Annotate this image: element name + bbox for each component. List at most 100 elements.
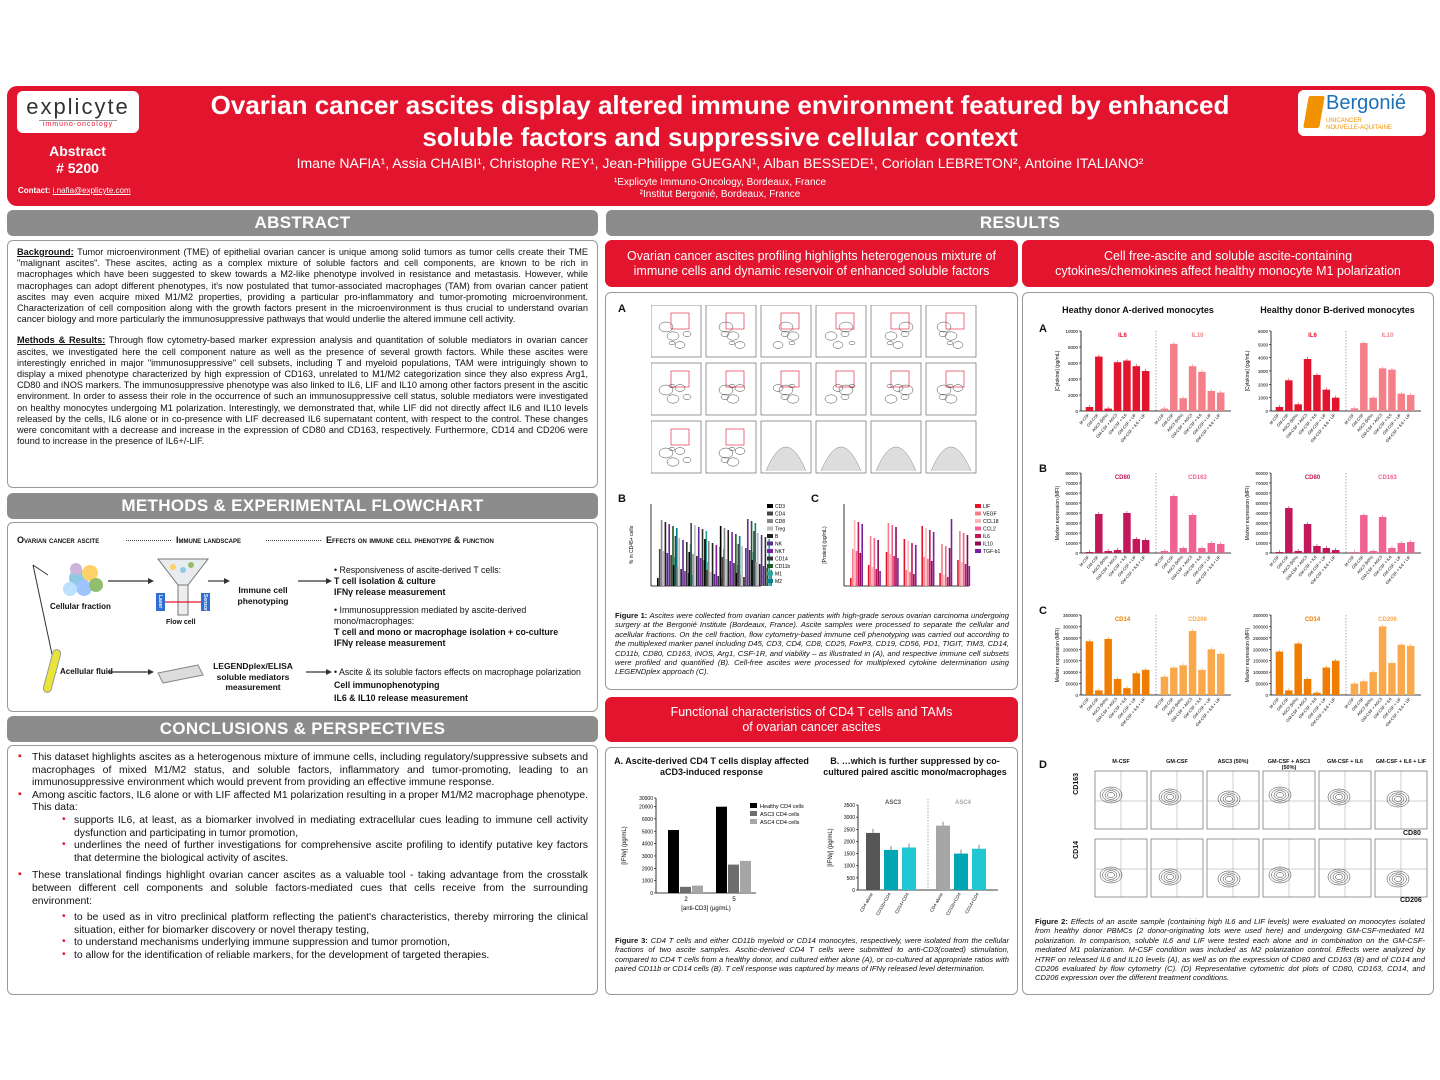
density-contour (682, 331, 692, 337)
bar (909, 572, 911, 586)
effect3-b2: IL6 & IL10 release measurement (334, 693, 468, 703)
y-tick-label: 1000 (1258, 396, 1269, 401)
bar (741, 546, 743, 586)
legend-label: Treg (775, 527, 785, 533)
fig1-caption-text: Ascites were collected from ovarian canc… (615, 611, 1009, 677)
density-contour (1268, 786, 1292, 804)
bar (941, 544, 943, 586)
density-contour (1166, 794, 1174, 800)
y-axis-label: [IFNγ] (pg/mL) (828, 828, 834, 866)
results-box-2: Cell free-ascite and soluble ascite-cont… (1022, 240, 1434, 287)
y-tick-label: 8000 (1068, 345, 1079, 350)
density-contour (892, 384, 904, 392)
y-tick-label: 100000 (1253, 670, 1269, 675)
legend-swatch (750, 811, 757, 816)
y-tick-label: 10000 (1065, 541, 1078, 546)
y-tick-label: 150000 (1063, 659, 1079, 664)
density-contour (728, 340, 736, 346)
legend-swatch (767, 564, 773, 568)
bar (1207, 649, 1216, 695)
y-tick-label: 6000 (1068, 361, 1079, 366)
y-axis-label: [IFNγ] (pg/mL) (622, 826, 628, 864)
bar (885, 552, 888, 586)
fig3b-title: B. …which is further suppressed by co-cu… (823, 756, 1007, 777)
effect1-intro: • Responsiveness of ascite-derived T cel… (334, 565, 502, 575)
fig2-a-donorA-chart: 0 2000 4000 6000 8000 10000 [Cytokine] (pg/mL)… (1055, 329, 1231, 443)
y-tick-label: 2000 (1068, 393, 1079, 398)
category-label: CD4 alone (859, 892, 874, 913)
bar (925, 528, 927, 586)
contact-email-link[interactable]: i.nafia@explicyte.com (52, 186, 131, 195)
effect2-intro: • Immunosuppression mediated by ascite-d… (334, 605, 527, 626)
bar (1285, 508, 1293, 553)
gate (780, 312, 800, 330)
bar (1132, 366, 1141, 411)
density-contour (952, 384, 964, 392)
bar (1160, 551, 1169, 553)
dotplot-frame (705, 305, 757, 358)
mr-text: Through flow cytometry-based marker expr… (17, 335, 588, 447)
bar (657, 578, 659, 586)
legend-swatch (767, 534, 773, 538)
density-contour (892, 341, 904, 349)
y-tick-label: 20000 (1065, 531, 1078, 536)
effect-tcell-block: • Responsiveness of ascite-derived T cel… (334, 565, 594, 598)
density-contour (824, 394, 838, 404)
bar (751, 560, 753, 586)
legend-swatch (975, 534, 981, 538)
bar (1322, 548, 1331, 553)
y-tick-label: 2000 (642, 866, 653, 872)
category-label: CD4 alone (929, 892, 944, 913)
figure1-panel: A B C % in CD45+ cells CD3 CD4 CD8 Treg B NK NK… (605, 292, 1018, 690)
bar (705, 531, 708, 586)
bergonie-logo: Bergonié UNICANCER NOUVELLE-AQUITAINE (1298, 90, 1426, 136)
bar (887, 523, 890, 586)
density-contour (952, 341, 964, 349)
bar (709, 572, 712, 586)
bar (1369, 551, 1377, 553)
y-tick-label: 6000 (1258, 329, 1269, 334)
conclusion-sub-item: to allow for the identification of relia… (62, 949, 588, 963)
y-tick-label: 6000 (642, 817, 653, 823)
gate (945, 312, 965, 330)
fig2-c-donorB-chart: 0 50000 100000 150000 200000 250000 300000 3500… (1245, 613, 1421, 727)
bar (756, 533, 759, 586)
fig1-panel-b-label: B (618, 493, 626, 505)
bar (723, 528, 726, 586)
bar (1179, 398, 1187, 411)
density-contour (832, 384, 844, 392)
bar (960, 562, 963, 586)
density-contour (884, 394, 898, 404)
y-tick-label: 0 (650, 891, 653, 897)
bar (1388, 548, 1396, 553)
bar (1123, 688, 1131, 695)
bar (946, 577, 949, 586)
legend-label: M1 (775, 572, 782, 578)
density-contour (1220, 872, 1238, 886)
density-contour (886, 340, 894, 346)
bar (694, 525, 696, 586)
bar (1085, 641, 1094, 695)
conclusion-sub-item: to be used as in vitro preclinical platf… (62, 911, 588, 937)
bar (1303, 524, 1312, 553)
y-axis-label: Marker expression (MFI) (1055, 627, 1061, 682)
legend-label: CD8 (775, 519, 785, 525)
bar (1095, 514, 1103, 553)
bar (1216, 544, 1225, 553)
category-label: CD11b+CD4 (875, 892, 892, 917)
abstract-heading: ABSTRACT (7, 210, 598, 236)
results-box-3: Functional characteristics of CD4 T cell… (605, 697, 1018, 742)
legend-swatch (767, 526, 773, 531)
conclusion-sublist-3: to be used as in vitro preclinical platf… (62, 911, 588, 963)
legend-swatch (767, 541, 773, 546)
bar (948, 548, 951, 586)
bar (739, 575, 741, 586)
bar (921, 526, 924, 586)
density-contour (1102, 868, 1120, 882)
series-label: CD163 (1188, 475, 1207, 481)
dotplot-cd80-label: CD80 (1403, 830, 1421, 837)
series-label: CD14 (1305, 617, 1321, 623)
bar (932, 532, 935, 586)
legend-swatch (975, 541, 981, 546)
bar (1141, 540, 1150, 553)
